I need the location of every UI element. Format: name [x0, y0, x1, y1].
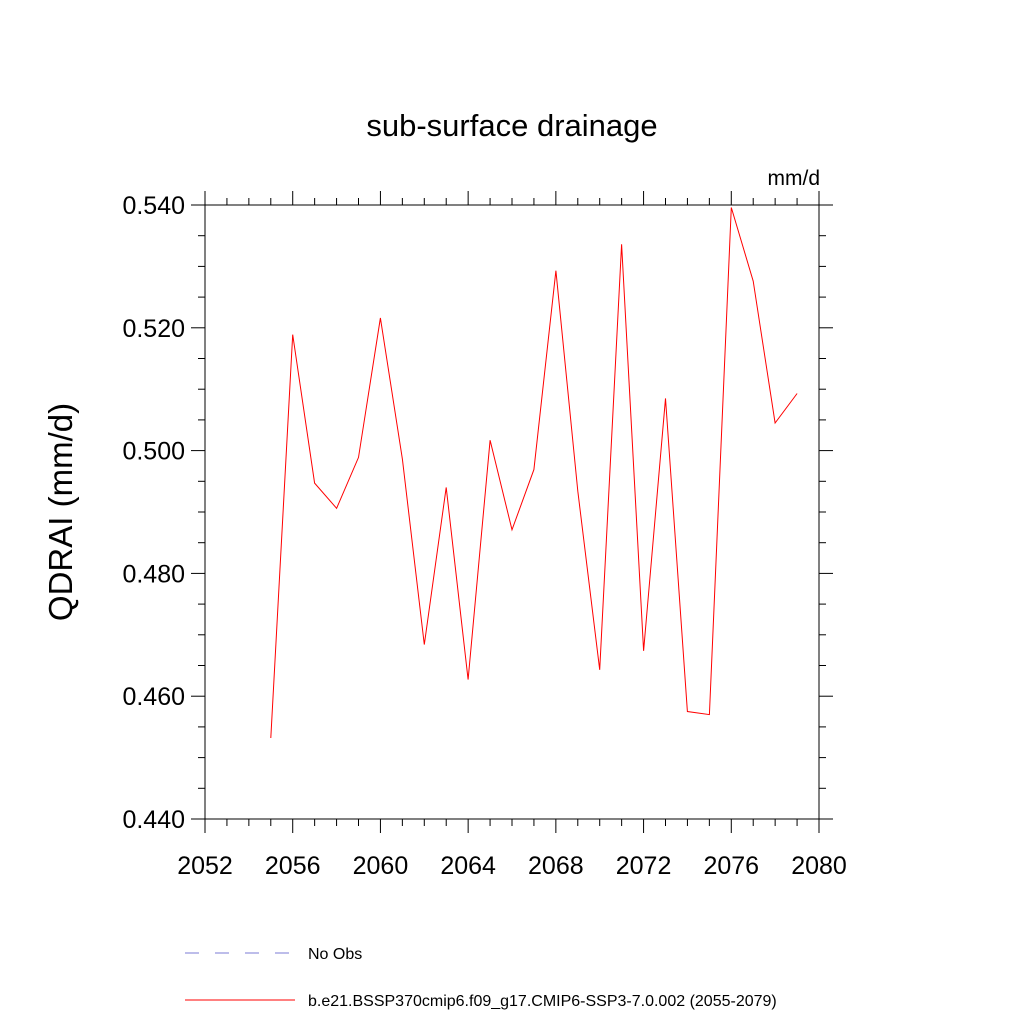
axis-ticks — [191, 191, 833, 833]
x-tick-labels: 2052 2056 2060 2064 2068 2072 2076 2080 — [177, 852, 847, 880]
x-tick-label: 2080 — [791, 852, 847, 880]
y-tick-label: 0.540 — [122, 192, 185, 220]
legend: No Obs b.e21.BSSP370cmip6.f09_g17.CMIP6-… — [185, 946, 777, 1010]
y-tick-label: 0.460 — [122, 683, 185, 711]
series-lines — [270, 207, 798, 739]
x-tick-label: 2052 — [177, 852, 233, 880]
y-tick-label: 0.480 — [122, 560, 185, 588]
units-label: mm/d — [768, 167, 821, 190]
x-tick-label: 2056 — [265, 852, 321, 880]
legend-label-model-run: b.e21.BSSP370cmip6.f09_g17.CMIP6-SSP3-7.… — [308, 993, 777, 1010]
legend-label-no-obs: No Obs — [308, 946, 362, 963]
y-axis-label: QDRAI (mm/d) — [42, 403, 79, 621]
x-tick-label: 2068 — [528, 852, 584, 880]
series-line — [270, 207, 798, 739]
y-tick-label: 0.500 — [122, 438, 185, 466]
x-tick-label: 2060 — [353, 852, 409, 880]
x-tick-label: 2076 — [703, 852, 759, 880]
x-tick-label: 2072 — [616, 852, 672, 880]
plot-frame — [204, 204, 820, 820]
y-tick-labels: 0.440 0.460 0.480 0.500 0.520 0.540 — [122, 192, 185, 834]
x-tick-label: 2064 — [440, 852, 496, 880]
y-tick-label: 0.520 — [122, 315, 185, 343]
chart-title: sub-surface drainage — [366, 108, 657, 143]
y-tick-label: 0.440 — [122, 806, 185, 834]
